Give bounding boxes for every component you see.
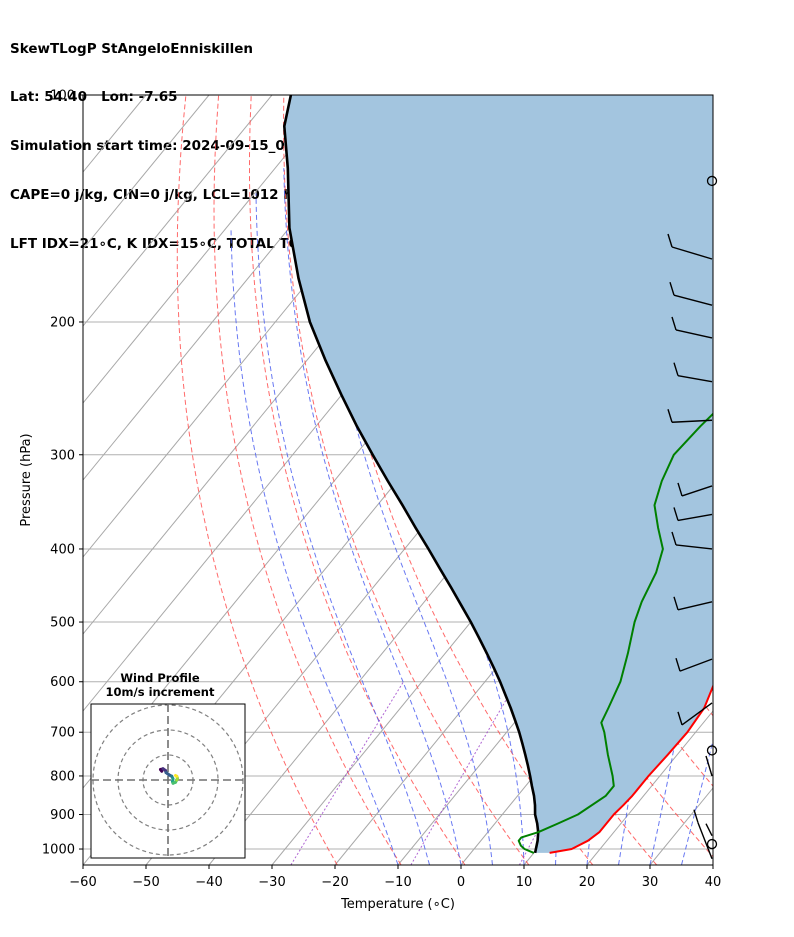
dry-adiabat-line <box>773 95 794 865</box>
wind-barb-flag <box>671 531 677 546</box>
dry-adiabat-line <box>282 95 530 865</box>
moist-adiabat-line <box>712 863 713 865</box>
wind-barb-shaft <box>705 755 713 777</box>
x-tick-label: 20 <box>579 875 596 890</box>
wind-barb-shaft <box>677 374 713 383</box>
y-tick-label: 400 <box>50 542 75 557</box>
y-tick-label: 700 <box>50 726 75 741</box>
wind-barb-shaft <box>677 513 713 522</box>
y-tick-label: 300 <box>50 448 75 463</box>
wind-barb-flag <box>693 809 699 823</box>
isotherm-line <box>83 95 84 96</box>
inset-subtitle: 10m/s increment <box>106 685 215 699</box>
mixing-ratio-line <box>290 681 404 865</box>
mixing-ratio-line <box>410 681 518 865</box>
wind-barb-shaft <box>681 485 713 497</box>
x-tick-label: 0 <box>457 875 465 890</box>
x-tick-label: 30 <box>642 875 659 890</box>
moist-adiabat-line <box>314 126 493 865</box>
wind-barb-flag <box>667 409 673 423</box>
wind-barb-shaft <box>681 702 713 726</box>
y-tick-label: 100 <box>50 89 75 104</box>
wind-barb-flag <box>667 233 673 248</box>
isotherm-line <box>776 95 794 865</box>
wind-barb-shaft <box>679 658 713 672</box>
x-axis-label: Temperature (∘C) <box>340 897 455 912</box>
isotherm-line <box>83 95 336 404</box>
hodograph-segment <box>174 774 179 778</box>
wind-barb-flag <box>673 596 679 610</box>
isotherm-line <box>83 95 210 250</box>
wind-barb-flag <box>673 507 679 521</box>
wind-barb-calm <box>706 175 718 187</box>
wind-barb-calm <box>706 745 718 756</box>
dry-adiabat-line <box>741 95 794 865</box>
wind-barb-shaft <box>673 294 713 306</box>
y-tick-label: 900 <box>50 808 75 823</box>
y-tick-label: 800 <box>50 769 75 784</box>
isotherm-line <box>83 95 273 327</box>
wind-barbs <box>667 175 718 859</box>
wind-barb-calm <box>706 838 718 850</box>
y-tick-label: 600 <box>50 675 75 690</box>
plot-clip-group <box>83 95 794 865</box>
x-tick-label: −30 <box>258 875 285 890</box>
temperature-line <box>549 683 713 854</box>
dry-adiabat-line <box>176 95 338 865</box>
moist-adiabat-line <box>283 168 462 865</box>
wind-barb-shaft <box>677 601 713 611</box>
moist-adiabat-line <box>255 193 430 865</box>
cin-shading <box>284 95 713 853</box>
x-tick-label: −10 <box>384 875 411 890</box>
isotherm-line <box>712 864 713 865</box>
y-tick-label: 1000 <box>42 843 75 858</box>
y-axis-label: Pressure (hPa) <box>19 433 34 526</box>
parcel-profile-line <box>283 95 540 854</box>
wind-barb-flag <box>677 482 683 497</box>
x-tick-label: −50 <box>132 875 159 890</box>
dry-adiabat-line <box>249 95 466 865</box>
wind-barb-flag <box>675 657 681 672</box>
x-tick-label: 40 <box>705 875 722 890</box>
wind-barb-shaft <box>675 329 713 339</box>
wind-barb-shaft <box>675 544 713 550</box>
wind-barb-shaft <box>671 246 713 260</box>
isotherm-line <box>397 479 713 865</box>
title-line-2: Lat: 54.40 Lon: -7.65 <box>10 89 178 106</box>
inset-title: Wind Profile <box>120 671 200 685</box>
x-tick-label: 10 <box>516 875 533 890</box>
wind-barb-flag <box>673 362 679 376</box>
x-tick-label: −40 <box>195 875 222 890</box>
dewpoint-line <box>517 412 713 854</box>
moist-adiabat-line <box>350 95 525 865</box>
wind-barb-flag <box>671 316 677 331</box>
x-tick-label: −60 <box>69 875 96 890</box>
moist-adiabat-line <box>230 227 399 865</box>
y-tick-label: 200 <box>50 315 75 330</box>
wind-barb-shaft <box>671 419 713 423</box>
wind-barb-flag <box>677 711 683 726</box>
wind-barb-flag <box>669 281 675 296</box>
dry-adiabat-line <box>707 95 713 110</box>
wind-barb-shaft <box>697 822 713 859</box>
wind-barb-shaft <box>705 823 713 836</box>
isotherm-line <box>586 710 713 865</box>
inset-clip-group <box>91 704 245 858</box>
plot-area <box>83 95 794 865</box>
title-line-1: SkewTLogP StAngeloEnniskillen <box>10 40 253 57</box>
y-tick-label: 500 <box>50 616 75 631</box>
x-tick-label: −20 <box>321 875 348 890</box>
